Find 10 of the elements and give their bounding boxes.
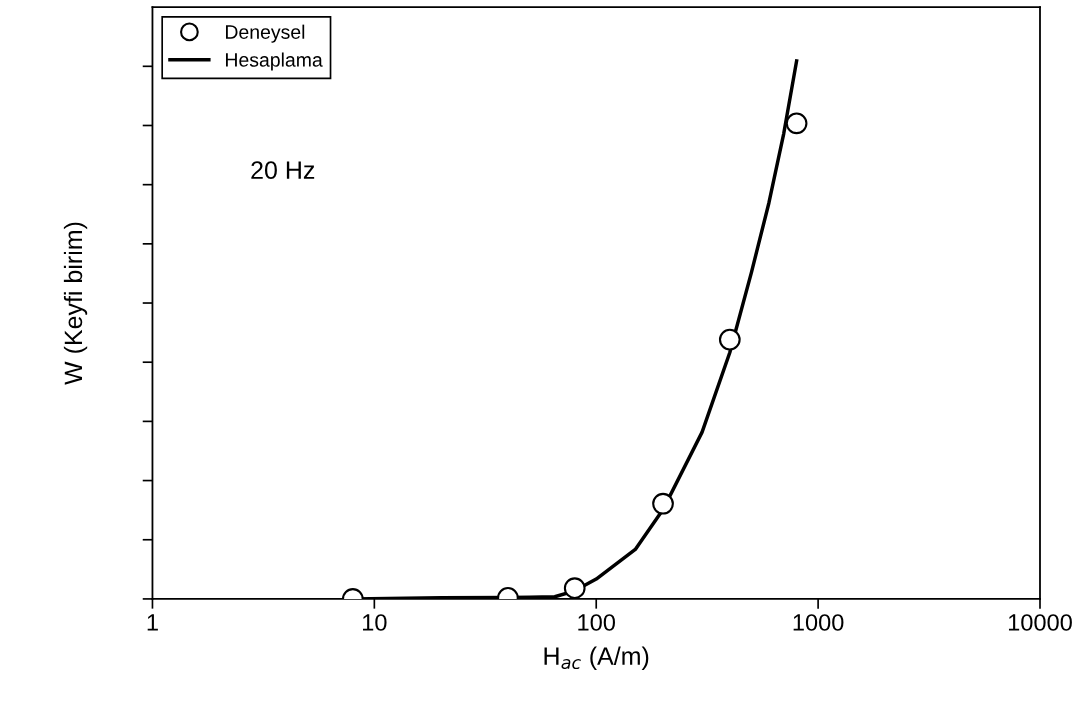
- y-axis-title: W (Keyfi birim): [63, 222, 88, 385]
- x-tick-label: 10: [363, 614, 387, 631]
- legend-label: Deneysel: [226, 24, 305, 43]
- x-tick-label: 10000: [1008, 614, 1072, 631]
- annotation: 20 Hz: [251, 161, 315, 179]
- x-axis-title: H$_{ac}$ (A/m): [544, 646, 649, 670]
- legend-label: Hesaplama: [226, 52, 323, 71]
- x-tick-label: 1: [147, 614, 158, 631]
- x-tick-label: 100: [578, 614, 615, 631]
- x-tick-label: 1000: [793, 614, 844, 631]
